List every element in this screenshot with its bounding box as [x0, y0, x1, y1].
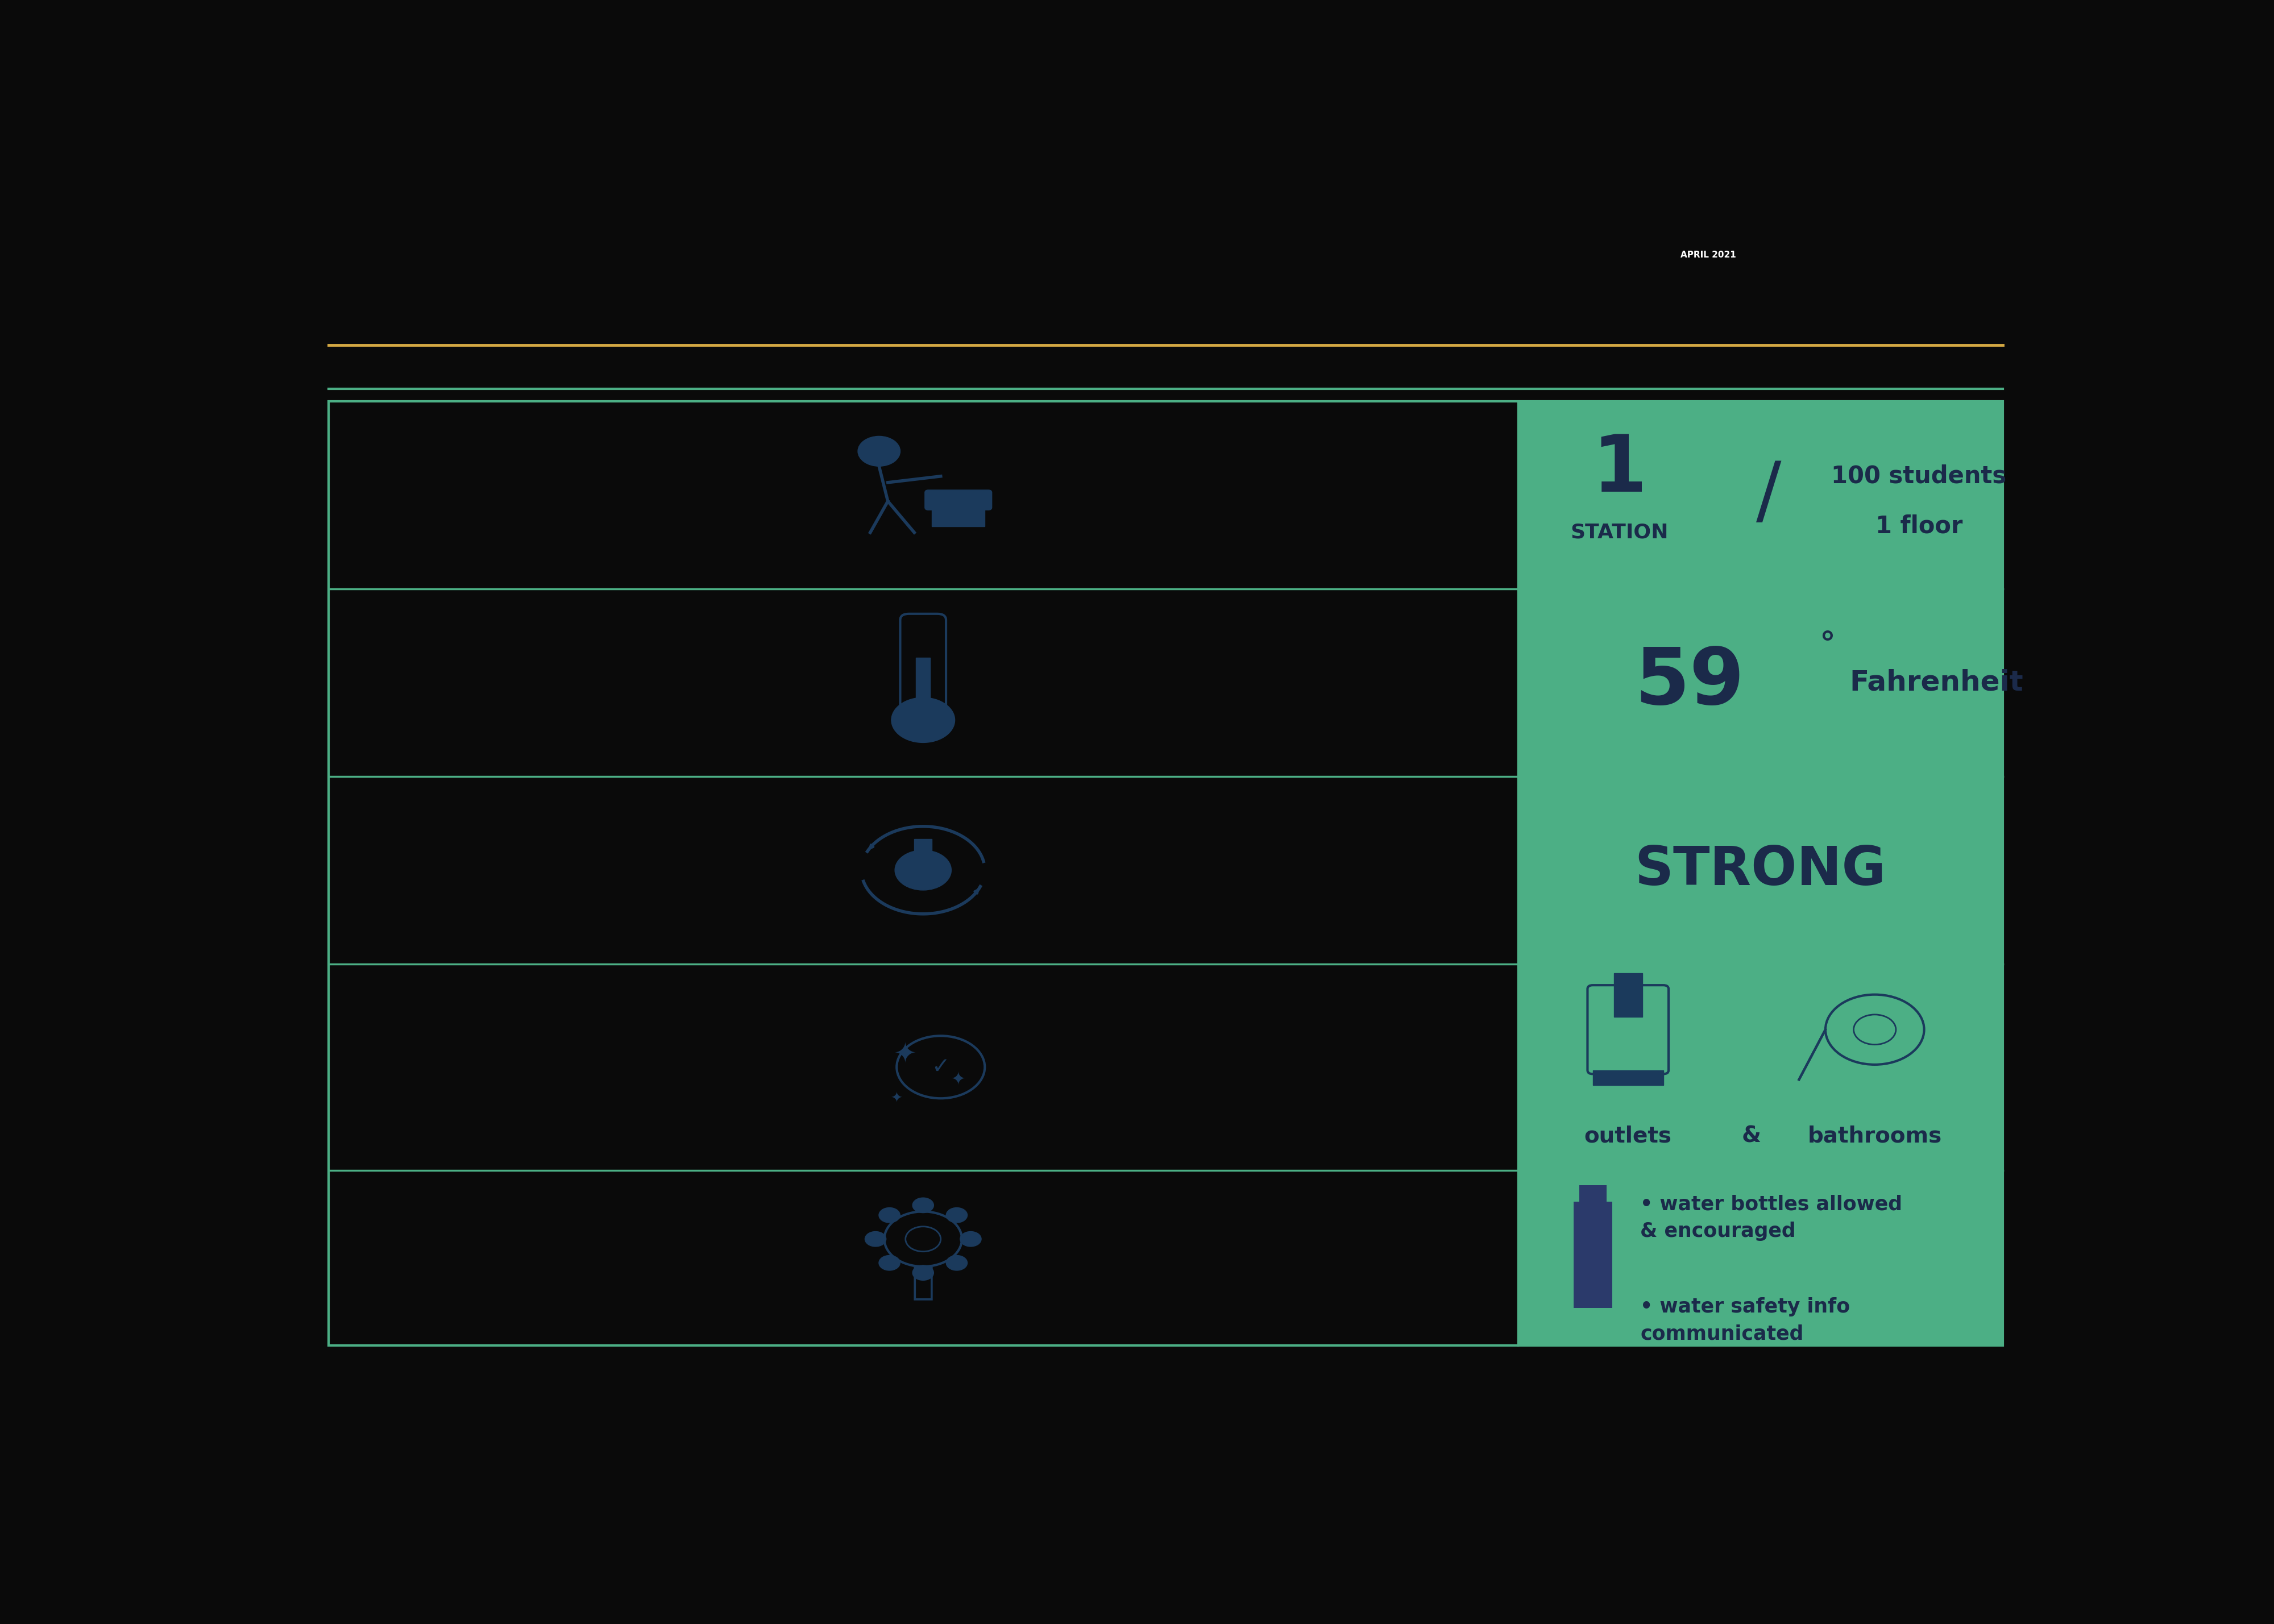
- Text: STATION: STATION: [1569, 523, 1669, 542]
- FancyBboxPatch shape: [926, 490, 991, 510]
- Bar: [1519, 401, 2003, 1345]
- Bar: [1574, 1202, 1612, 1307]
- Circle shape: [878, 1255, 901, 1270]
- Bar: [916, 658, 930, 719]
- Bar: [1578, 1186, 1605, 1202]
- Text: Fahrenheit: Fahrenheit: [1849, 669, 2024, 697]
- Text: APRIL 2021: APRIL 2021: [1680, 250, 1735, 260]
- Circle shape: [857, 437, 901, 466]
- Text: STRONG: STRONG: [1635, 844, 1885, 896]
- Text: /: /: [1756, 460, 1781, 531]
- FancyArrow shape: [914, 840, 932, 857]
- Text: °: °: [1819, 630, 1835, 661]
- Circle shape: [960, 1231, 982, 1247]
- Circle shape: [946, 1255, 966, 1270]
- Circle shape: [891, 698, 955, 742]
- Text: outlets: outlets: [1585, 1125, 1671, 1147]
- Text: 🤲: 🤲: [912, 1263, 935, 1301]
- Text: ✦: ✦: [894, 1041, 916, 1069]
- Text: ✦: ✦: [891, 1091, 903, 1106]
- Bar: [1615, 973, 1642, 1017]
- Circle shape: [878, 1208, 901, 1223]
- Text: ✦: ✦: [951, 1072, 966, 1088]
- Circle shape: [946, 1208, 966, 1223]
- Bar: [932, 495, 985, 526]
- Text: 1: 1: [1592, 432, 1646, 508]
- Circle shape: [896, 849, 951, 890]
- Text: 100 students: 100 students: [1831, 464, 2006, 489]
- Circle shape: [864, 1231, 887, 1247]
- Text: ✓: ✓: [932, 1056, 951, 1078]
- Text: • water safety info
communicated: • water safety info communicated: [1640, 1298, 1851, 1343]
- Text: • water bottles allowed
& encouraged: • water bottles allowed & encouraged: [1640, 1195, 1903, 1241]
- Text: 1 floor: 1 floor: [1876, 515, 1962, 538]
- Text: bathrooms: bathrooms: [1808, 1125, 1942, 1147]
- Circle shape: [912, 1265, 935, 1280]
- Bar: [327, 401, 2003, 1345]
- Text: 59: 59: [1635, 645, 1744, 721]
- Circle shape: [912, 1199, 935, 1213]
- Bar: [1592, 1070, 1662, 1085]
- Text: &: &: [1742, 1125, 1760, 1147]
